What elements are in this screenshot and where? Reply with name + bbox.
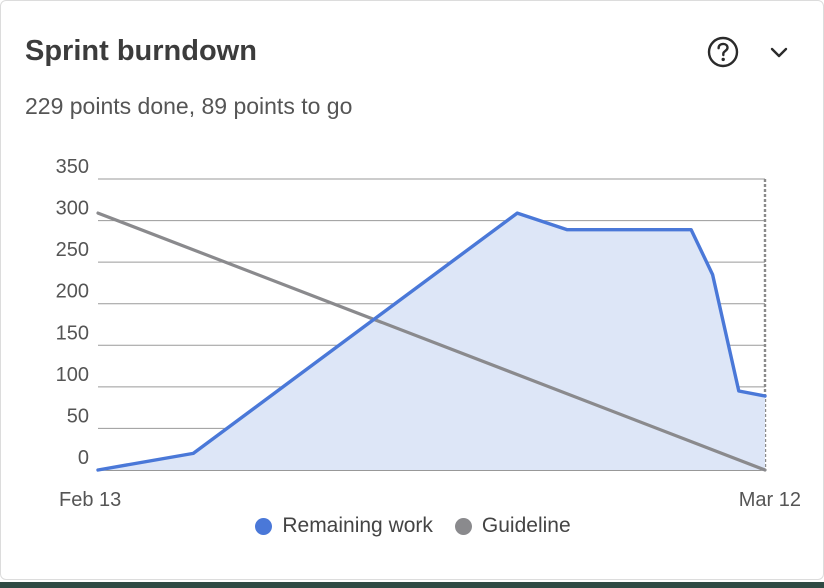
legend-marker-remaining-work bbox=[255, 517, 273, 535]
guideline-line bbox=[96, 211, 767, 472]
card-title: Sprint burndown bbox=[25, 35, 257, 67]
legend-marker-guideline bbox=[454, 517, 472, 535]
legend-label-remaining-work: Remaining work bbox=[282, 514, 433, 537]
y-tick-label: 350 bbox=[56, 156, 89, 178]
y-tick-label: 50 bbox=[67, 405, 89, 427]
x-tick-label: Feb 13 bbox=[59, 489, 121, 511]
remaining-work-line bbox=[96, 211, 767, 472]
y-tick-label: 250 bbox=[56, 239, 89, 261]
footer-bar bbox=[0, 582, 824, 588]
y-tick-label: 200 bbox=[56, 281, 89, 303]
legend-item-remaining-work[interactable]: Remaining work bbox=[255, 514, 433, 538]
legend-item-guideline[interactable]: Guideline bbox=[454, 514, 571, 538]
y-tick-label: 150 bbox=[56, 322, 89, 344]
chevron-down-icon[interactable] bbox=[766, 39, 792, 65]
y-tick-label: 0 bbox=[78, 447, 89, 469]
legend-label-guideline: Guideline bbox=[481, 514, 571, 537]
points-summary: 229 points done, 89 points to go bbox=[25, 93, 353, 119]
x-tick-label: Mar 12 bbox=[739, 489, 801, 511]
burndown-chart: 0 50 100 150 200 250 300 350 Feb 13 Mar 12 bbox=[56, 156, 801, 511]
chart-legend: Remaining work Guideline bbox=[1, 514, 824, 538]
y-tick-label: 100 bbox=[56, 364, 89, 386]
y-tick-label: 300 bbox=[56, 198, 89, 220]
question-circle-icon[interactable] bbox=[706, 35, 740, 69]
